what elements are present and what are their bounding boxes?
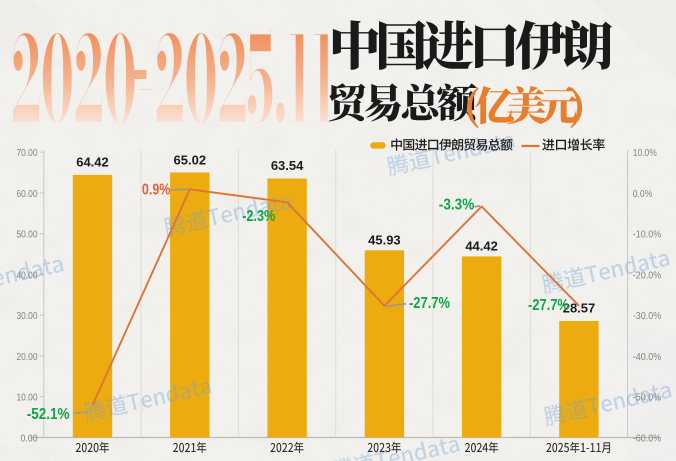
svg-text:63.54: 63.54 <box>271 158 304 173</box>
svg-text:70.00: 70.00 <box>17 148 38 159</box>
svg-text:-60.0%: -60.0% <box>633 433 662 444</box>
svg-text:65.02: 65.02 <box>174 152 207 167</box>
svg-text:0.0%: 0.0% <box>633 189 653 200</box>
svg-text:10.00: 10.00 <box>17 393 38 404</box>
svg-text:0.9%: 0.9% <box>142 182 171 199</box>
svg-text:60.00: 60.00 <box>17 189 38 200</box>
svg-text:-40.0%: -40.0% <box>633 352 662 363</box>
svg-text:-3.3%: -3.3% <box>439 197 475 214</box>
svg-text:-52.1%: -52.1% <box>27 406 70 423</box>
svg-text:-2.3%: -2.3% <box>242 208 275 225</box>
svg-text:-30.0%: -30.0% <box>633 311 662 322</box>
svg-text:-27.7%: -27.7% <box>409 295 450 312</box>
svg-text:44.42: 44.42 <box>465 239 498 254</box>
svg-text:28.57: 28.57 <box>563 301 596 316</box>
svg-text:10.0%: 10.0% <box>633 148 657 159</box>
svg-text:50.00: 50.00 <box>17 230 38 241</box>
svg-text:-50.0%: -50.0% <box>633 393 662 404</box>
svg-text:64.42: 64.42 <box>76 154 109 169</box>
svg-text:-27.7%: -27.7% <box>528 297 569 314</box>
svg-text:40.00: 40.00 <box>17 270 38 281</box>
svg-text:45.93: 45.93 <box>368 233 401 248</box>
svg-text:0.00: 0.00 <box>21 433 38 444</box>
svg-text:20.00: 20.00 <box>17 352 38 363</box>
svg-text:-10.0%: -10.0% <box>633 230 662 241</box>
svg-text:30.00: 30.00 <box>17 311 38 322</box>
svg-text:-20.0%: -20.0% <box>633 270 662 281</box>
